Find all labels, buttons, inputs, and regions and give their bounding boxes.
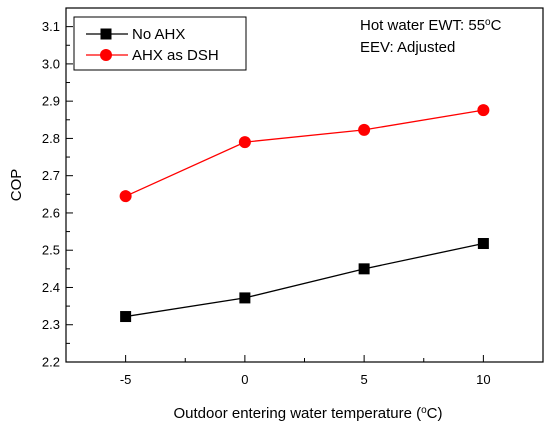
annotation-hot-water-degree: o [485,17,491,28]
x-tick-label: 5 [361,372,368,387]
series-line-1 [125,109,484,197]
series-layer [119,104,490,323]
annotation-eev: EEV: Adjusted [360,39,455,56]
series-line-0 [125,242,484,318]
x-axis: -5 0 5 10 [120,355,491,387]
legend-marker-ahx-dsh [100,49,112,61]
data-point-circle [238,136,251,149]
data-point-square [120,311,132,323]
legend-label-ahx-dsh: AHX as DSH [132,47,219,64]
y-tick-label: 2.7 [42,168,60,183]
y-axis-title: COP [8,169,25,202]
legend: No AHX AHX as DSH [73,16,247,71]
y-tick-label: 3.0 [42,56,60,71]
y-tick-label: 3.1 [42,19,60,34]
y-tick-label: 2.5 [42,243,60,258]
data-point-circle [477,104,490,117]
data-point-square [477,238,489,250]
x-tick-label: -5 [120,372,132,387]
y-tick-label: 2.4 [42,280,60,295]
x-axis-title: Outdoor entering water temperature (oC) [173,405,442,423]
y-tick-label: 2.6 [42,205,60,220]
x-axis-title-main: Outdoor entering water temperature ( [173,405,421,422]
x-axis-title-degree: o [421,405,427,416]
y-tick-label: 2.9 [42,94,60,109]
y-axis: 2.2 2.3 2.4 2.5 2.6 2.7 2.8 2.9 3.0 3.1 [42,19,73,370]
data-point-square [239,292,251,304]
data-point-square [358,263,370,275]
data-point-circle [119,190,132,203]
legend-marker-no-ahx [100,28,112,40]
x-tick-label: 0 [241,372,248,387]
annotation-hot-water-main: Hot water EWT: 55 [360,17,485,34]
y-tick-label: 2.2 [42,355,60,370]
y-tick-label: 2.3 [42,317,60,332]
x-axis-title-tail: C) [427,405,443,422]
annotation-hot-water-tail: C [491,17,502,34]
annotation-hot-water-ewt: Hot water EWT: 55oC [360,17,502,35]
data-point-circle [358,123,371,136]
y-tick-label: 2.8 [42,131,60,146]
legend-box [73,16,247,71]
legend-label-no-ahx: No AHX [132,26,185,43]
x-tick-label: 10 [476,372,490,387]
